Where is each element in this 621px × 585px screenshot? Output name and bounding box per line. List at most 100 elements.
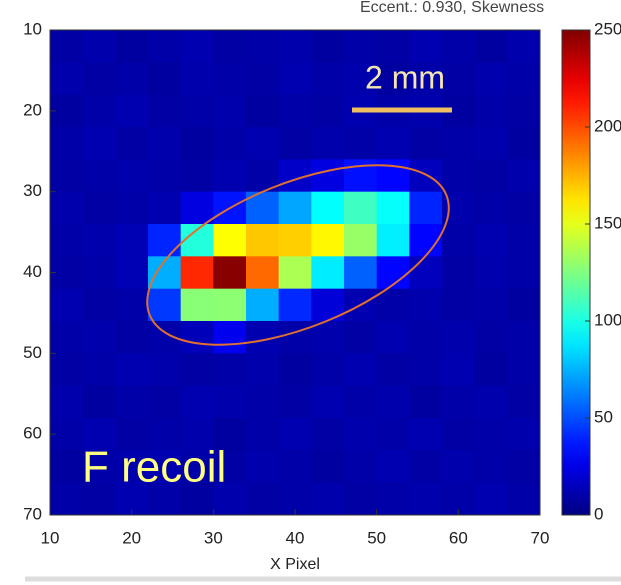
heatmap-cell [344,159,378,193]
heatmap-cell [115,288,149,322]
heatmap-cell [474,127,508,160]
heatmap-cell [311,385,345,419]
heatmap-cell [311,94,345,128]
x-tick-label: 10 [41,528,60,547]
heatmap-cell [213,256,247,290]
heatmap-cell [50,450,84,484]
heatmap-cell [507,385,541,419]
heatmap-cell [376,159,410,193]
heatmap-cell [180,353,214,387]
heatmap-cell [344,127,378,160]
heatmap-cell [344,418,378,451]
heatmap-cell [442,418,476,451]
heatmap-cell [82,288,116,322]
heatmap-cell [507,224,541,257]
heatmap-cell [409,127,443,160]
heatmap-cell [148,385,182,419]
heatmap-cell [213,353,247,387]
heatmap-cell [344,191,378,225]
heatmap-cell [213,385,247,419]
heatmap-cell [180,288,214,322]
heatmap-cell [246,385,280,419]
heatmap-cell [82,191,116,225]
heatmap-cell [442,62,476,96]
colorbar [561,29,591,516]
heatmap-cell [311,418,345,451]
colorbar-tick-label: 200 [594,116,621,135]
heatmap-cell [148,224,182,257]
x-tick-label: 30 [204,528,223,547]
heatmap-cell [278,385,312,419]
heatmap-cell [82,30,116,63]
heatmap-cell [50,288,84,322]
heatmap-cell [115,30,149,63]
heatmap-cell [376,450,410,484]
heatmap-cell [115,94,149,128]
colorbar-tick-label: 150 [594,213,621,232]
heatmap-cell [148,159,182,193]
y-tick-label: 70 [23,504,42,523]
heatmap-cell [507,159,541,193]
y-tick-label: 60 [23,424,42,443]
heatmap-cell [278,450,312,484]
heatmap-cell [246,418,280,451]
heatmap-cell [507,191,541,225]
heatmap-cell [278,418,312,451]
heatmap-cell [376,127,410,160]
heatmap-cell [376,482,410,516]
heatmap-cell [148,482,182,516]
heatmap-cell [442,159,476,193]
heatmap-cell [50,321,84,354]
heatmap-cell [442,127,476,160]
heatmap-cell [474,30,508,63]
heatmap-cell [507,482,541,516]
heatmap-cell [409,288,443,322]
heatmap-cell [507,288,541,322]
heatmap-cell [442,288,476,322]
heatmap-cell [213,224,247,257]
heatmap-cell [311,127,345,160]
heatmap-cell [278,224,312,257]
colorbar-tick-label: 0 [594,504,603,523]
heatmap-cell [344,353,378,387]
heatmap-cell [311,256,345,290]
heatmap-cell [148,191,182,225]
heatmap-cell [442,385,476,419]
heatmap-cell [180,159,214,193]
heatmap-cell [507,127,541,160]
heatmap-cell [82,353,116,387]
heatmap-cell [507,353,541,387]
heatmap-cell [344,482,378,516]
heatmap-cell [50,353,84,387]
heatmap-cell [344,62,378,96]
x-tick-label: 40 [286,528,305,547]
heatmap-cell [474,321,508,354]
heatmap-cell [180,450,214,484]
heatmap-cell [442,353,476,387]
heatmap-cell [409,321,443,354]
heatmap-cell [344,224,378,257]
heatmap-cell [115,159,149,193]
heatmap-cell [409,353,443,387]
heatmap-cell [213,30,247,63]
heatmap-cell [507,30,541,63]
heatmap-cell [246,127,280,160]
colorbar-tick-label: 100 [594,310,621,329]
heatmap-cell [278,256,312,290]
heatmap-cell [246,353,280,387]
heatmap-cell [180,62,214,96]
heatmap-cell [115,224,149,257]
heatmap-cell [278,288,312,322]
heatmap-cell [409,62,443,96]
x-tick-label: 50 [367,528,386,547]
heatmap-cell [442,256,476,290]
heatmap-cell [50,482,84,516]
heatmap-cell [246,288,280,322]
x-tick-label: 70 [531,528,550,547]
heatmap-cell [474,94,508,128]
heatmap-cell [278,62,312,96]
heatmap-cell [376,224,410,257]
heatmap-cell [344,385,378,419]
heatmap-cell [246,256,280,290]
